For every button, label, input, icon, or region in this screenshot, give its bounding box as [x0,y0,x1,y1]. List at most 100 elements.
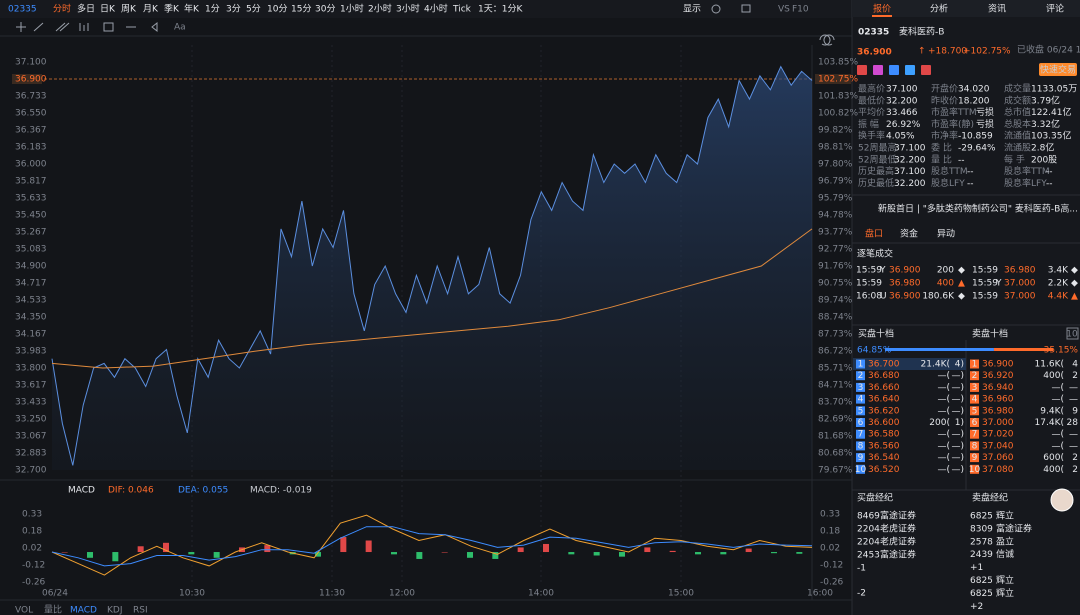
period-tab[interactable]: 30分 [315,4,335,15]
tag-icon [889,65,899,75]
panel-tab[interactable]: 分析 [930,3,948,15]
level-count: 4 [1072,360,1078,370]
macd-bar [745,548,752,553]
period-tab[interactable]: 3小时 [396,3,420,15]
period-tab[interactable]: 15分 [291,4,311,15]
level-volume: 21.4K( [921,360,950,370]
book-button-label[interactable]: 10 [1066,330,1078,340]
percent-tick-label: 99.82% [818,126,853,136]
period-tab[interactable]: 2小时 [368,3,392,15]
percent-tick-label: 83.70% [818,398,853,408]
tag-icon [921,65,931,75]
level-price: 36.560 [868,441,900,451]
macd-bar [669,550,676,553]
stat-label: 每 手 [1004,153,1025,165]
macd-tick-label: -0.12 [820,561,843,571]
sub-tab[interactable]: 盘口 [865,228,883,240]
crosshair-icon[interactable] [16,22,26,32]
period-tab[interactable]: 月K [143,4,159,15]
level-price: 36.700 [868,360,900,370]
level-price: 36.900 [982,360,1014,370]
channel-icon[interactable] [55,22,70,32]
sub-tab[interactable]: 异动 [937,229,955,240]
level-count: —) [951,430,964,440]
level-count: —) [951,371,964,381]
percent-tick-label: 94.78% [818,211,853,221]
indicator-tab[interactable]: 量比 [44,604,62,615]
period-tab[interactable]: 1天：1分K [478,4,523,15]
period-tab[interactable]: 多日 [77,3,95,15]
macd-tick-label: 0.18 [22,527,42,537]
broker-name: 辉立 [996,510,1014,522]
stat-label: 流通值 [1004,130,1031,142]
period-tab[interactable]: 季K [164,3,180,15]
macd-title: MACD [68,486,95,496]
text-tool[interactable]: Aa [174,23,186,33]
stat-value: 18.200 [958,96,990,106]
redo-icon[interactable] [823,34,835,46]
stat-label: 股息TTM [931,165,968,177]
period-tab[interactable]: 3分 [226,4,241,15]
trade-button[interactable]: 快速交易 [1040,64,1076,76]
level-price: 36.920 [982,371,1014,381]
percent-tick-label: 103.85% [818,58,858,68]
trade-button-bg [1039,63,1077,76]
sub-tab[interactable]: 资金 [900,228,918,240]
macd-tick-label: 0.33 [820,510,840,520]
camera-icon[interactable] [741,4,751,13]
panel-tabs-bg [852,0,1080,17]
display-menu[interactable]: 显示 [683,4,701,15]
line-icon[interactable] [33,22,44,32]
settings-icon[interactable] [711,4,721,14]
trade-time: 15:59 [972,292,998,302]
fib-icon[interactable] [79,23,89,31]
avatar[interactable] [1050,488,1074,512]
percent-tick-label: 81.68% [818,432,853,442]
macd-bar [112,552,119,562]
stat-label: 流通股 [1004,142,1031,154]
period-tab[interactable]: 年K [184,3,200,15]
level-number: 3 [972,383,978,393]
period-tab[interactable]: 1小时 [340,3,364,15]
stat-value: 32.200 [886,96,918,106]
period-tab[interactable]: 4小时 [424,3,448,15]
period-tab[interactable]: 10分 [267,4,287,15]
indicator-tab[interactable]: VOL [15,606,33,615]
period-tab[interactable]: 分时 [53,3,71,15]
level-count: 2 [1072,371,1078,381]
stat-label: 昨收价 [931,94,958,106]
price-tick-label: 34.900 [15,262,47,272]
panel-tab[interactable]: 资讯 [988,4,1006,15]
macd-bar [264,545,271,553]
stat-label: 最高价 [858,83,885,95]
indicator-tab[interactable]: MACD [70,606,97,615]
period-tab[interactable]: 周K [121,4,137,15]
panel-tab[interactable]: 评论 [1046,3,1064,15]
macd-bar [416,552,423,559]
rect-icon[interactable] [103,22,114,32]
period-tab[interactable]: 1分 [205,4,220,15]
tag-icon [857,65,867,75]
undo-icon[interactable] [819,34,831,46]
panel-tab[interactable]: 报价 [873,3,891,15]
period-tab[interactable]: 日K [100,4,116,15]
stat-label: 历史最高 [858,165,894,177]
indicator-tab[interactable]: RSI [133,606,148,615]
indicator-tab[interactable]: KDJ [107,606,123,615]
arrow-icon[interactable] [151,21,158,33]
stat-value: 33.466 [886,108,918,118]
macd-bar [467,552,473,558]
macd-bar [695,552,701,555]
broker-name: 信诚 [996,548,1014,560]
stat-label: 振 幅 [858,118,879,130]
level-badge [970,382,979,392]
news-headline[interactable]: 新股首日 | "多肽类药物制药公司" 麦科医药-B高... [878,203,1078,215]
period-tab[interactable]: 5分 [246,4,261,15]
stat-value: 32.200 [894,155,926,165]
price-tick-label: 36.000 [15,160,47,170]
trade-time: 15:59 [856,266,882,276]
vs-button[interactable]: VS [778,5,790,15]
period-tab[interactable]: Tick [452,5,472,15]
f10-button[interactable]: F10 [792,5,809,15]
level-badge [856,464,865,474]
